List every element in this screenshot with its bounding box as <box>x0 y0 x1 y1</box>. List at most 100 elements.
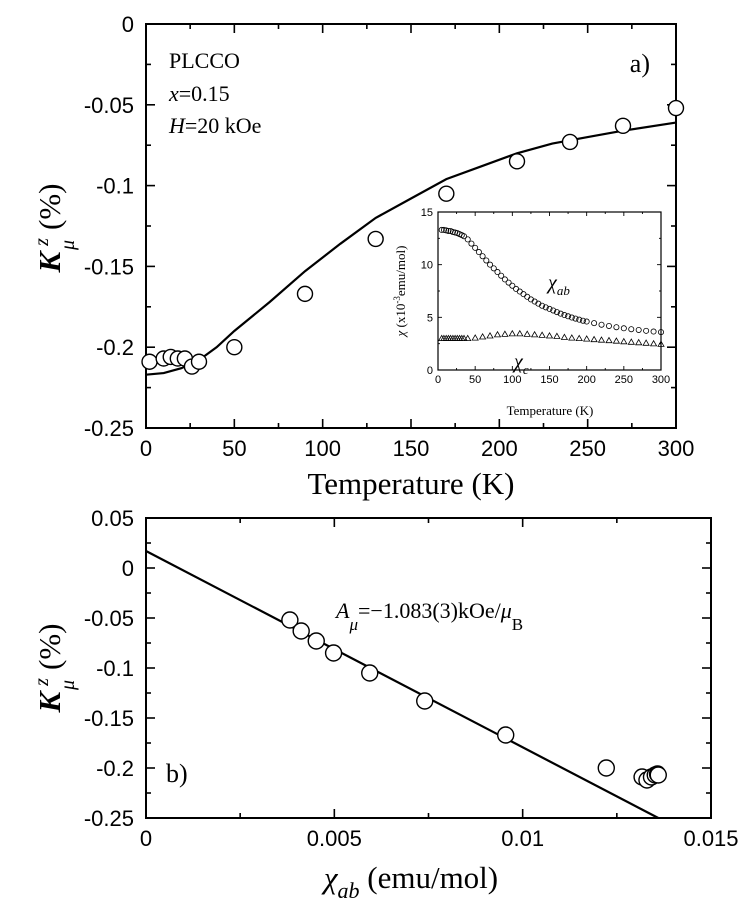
inset-point-chi-c <box>523 330 531 337</box>
inset-point-chi-c <box>501 330 509 337</box>
y-tick-label: -0.15 <box>84 706 134 731</box>
inset-point-chi-ab <box>576 316 583 323</box>
panel-b-y-title-main: K <box>32 690 67 714</box>
panel-b-x-axis-title: χab (emu/mol) <box>321 860 498 903</box>
inset-x-axis-title: Temperature (K) <box>507 403 594 418</box>
panel-a-data-point <box>141 353 158 370</box>
inset-point-chi-ab <box>445 227 452 234</box>
svg-text:χ (x10-3emu/mol): χ (x10-3emu/mol) <box>392 246 408 339</box>
panel-a-data-point <box>226 339 243 356</box>
inset-point-chi-c <box>568 334 576 341</box>
x-tick-label: 300 <box>658 436 695 461</box>
inset-point-chi-ab <box>539 302 546 309</box>
panel-b-y-title-sup: z <box>31 678 53 687</box>
inset-point-chi-ab <box>542 304 549 311</box>
inset-point-chi-c <box>605 336 613 344</box>
inset-point-chi-ab <box>643 327 650 334</box>
inset-point-chi-ab <box>472 244 479 251</box>
inset-point-chi-ab <box>505 279 512 286</box>
inset-point-chi-ab <box>498 272 505 279</box>
inset-chart: 0 50 100 150 200 250 300 0 5 10 15 Temperature (K)… <box>392 207 670 418</box>
svg-text:Kzμ(%): Kz μ (%) <box>31 183 79 273</box>
inset-point-chi-ab <box>464 236 471 243</box>
inset-point-chi-ab <box>438 226 445 233</box>
y-tick-label: -0.05 <box>84 606 134 631</box>
inset-series-label-chi-ab: χab <box>546 272 570 298</box>
panel-b-data-point <box>361 664 379 682</box>
panel-a-y-axis-title: Kz μ (%) <box>31 183 79 273</box>
inset-point-chi-ab <box>613 324 620 331</box>
panel-b-chart: 0 0.005 0.01 0.015 0.05 0 -0.05 -0.1 -0.15 -0.2 -0… <box>31 506 739 903</box>
inset-point-chi-ab <box>468 240 475 247</box>
panel-a-data-point <box>614 117 632 135</box>
panel-b-data-point <box>292 622 310 640</box>
inset-ticks <box>437 211 662 371</box>
inset-point-chi-c <box>530 330 539 338</box>
inset-point-chi-ab <box>501 276 508 283</box>
inset-point-chi-c <box>538 331 546 338</box>
inset-point-chi-ab <box>490 265 497 272</box>
panel-a-ticks <box>145 23 677 429</box>
inset-point-chi-ab <box>509 282 516 289</box>
inset-point-chi-c <box>493 330 502 338</box>
svg-text:Kzμ(%): Kz μ (%) <box>31 623 79 713</box>
inset-point-chi-ab <box>658 329 665 336</box>
panel-b-y-title-sub: μ <box>57 680 79 691</box>
x-tick-label: 200 <box>481 436 518 461</box>
x-tick-label: 250 <box>569 436 606 461</box>
y-tick-label: 15 <box>421 207 433 219</box>
inset-point-chi-ab <box>483 257 490 264</box>
inset-point-chi-c <box>590 335 598 343</box>
inset-series-label-chi-c: χc <box>512 351 529 377</box>
inset-point-chi-c <box>620 337 628 345</box>
inset-point-chi-ab <box>583 318 590 325</box>
inset-point-chi-ab <box>449 229 456 236</box>
inset-point-chi-c <box>553 332 561 339</box>
panel-b-fit-annotation: Aμ=−1.083(3)kOe/μB <box>334 598 523 634</box>
inset-point-chi-ab <box>461 233 468 240</box>
panel-b-y-title-unit: (%) <box>32 623 67 669</box>
panel-b-series <box>145 550 667 819</box>
panel-a-y-title-sup: z <box>31 238 53 247</box>
y-tick-label: -0.1 <box>96 656 134 681</box>
panel-b-data-point <box>649 766 667 784</box>
x-tick-label: 0.005 <box>307 826 362 851</box>
panel-b-label: b) <box>166 759 188 788</box>
inset-point-chi-c <box>575 334 583 342</box>
inset-point-chi-c <box>642 339 650 346</box>
y-tick-label: -0.25 <box>84 806 134 831</box>
panel-b-y-axis-title: Kz μ (%) <box>31 623 79 713</box>
y-tick-label: 0 <box>427 365 433 377</box>
inset-point-chi-ab <box>443 227 450 234</box>
inset-point-chi-ab <box>475 249 482 256</box>
inset-point-chi-ab <box>561 312 568 319</box>
inset-point-chi-c <box>516 329 524 337</box>
inset-y-axis-title: χ (x10-3emu/mol) <box>392 246 408 339</box>
inset-point-chi-c <box>657 340 665 347</box>
inset-point-chi-c <box>627 338 635 345</box>
annotation-field: H=20 kOe <box>168 113 261 138</box>
annotation-sample: PLCCO <box>169 48 240 73</box>
x-tick-label: 100 <box>503 374 521 386</box>
inset-point-chi-ab <box>479 253 486 260</box>
panel-a-series <box>141 99 685 376</box>
inset-point-chi-c <box>464 334 472 342</box>
y-tick-label: 0.05 <box>91 506 134 531</box>
panel-b-data-point <box>597 759 615 777</box>
panel-a-x-axis-title: Temperature (K) <box>308 466 515 501</box>
y-tick-label: -0.25 <box>84 416 134 441</box>
inset-point-chi-c <box>612 337 621 344</box>
panel-b-ticks <box>145 517 712 819</box>
x-tick-label: 0 <box>140 826 152 851</box>
x-tick-label: 200 <box>577 374 595 386</box>
inset-point-chi-ab <box>440 226 447 233</box>
panel-a-annotation: PLCCO x=0.15 H=20 kOe <box>168 48 261 138</box>
panel-a-data-point <box>508 153 526 170</box>
x-tick-label: 300 <box>652 374 670 386</box>
inset-point-chi-c <box>635 338 643 346</box>
annotation-doping: x=0.15 <box>168 81 230 106</box>
x-tick-label: 50 <box>222 436 246 461</box>
panel-a-label: a) <box>630 49 650 78</box>
inset-point-chi-ab <box>494 269 501 276</box>
x-tick-label: 150 <box>393 436 430 461</box>
